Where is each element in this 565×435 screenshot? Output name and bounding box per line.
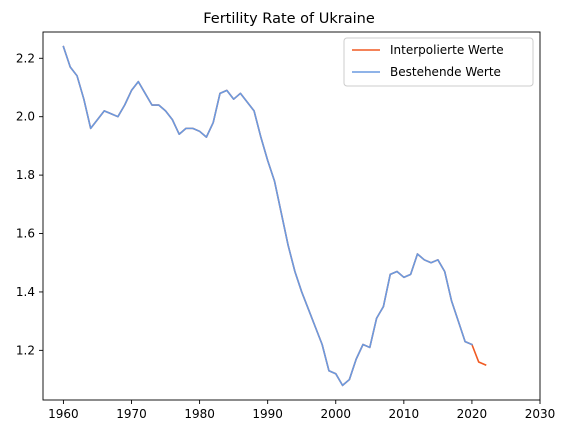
series-line-1 xyxy=(62,45,473,387)
axes: 1960 1970 1980 1990 2000 2010 2020 2030 1.2 1.4 1.… xyxy=(16,31,556,421)
y-tick-label-2: 1.6 xyxy=(16,227,35,241)
x-tick-label-0: 1960 xyxy=(48,407,79,421)
y-tick-label-4: 2.0 xyxy=(16,110,35,124)
x-tick-label-5: 2010 xyxy=(389,407,420,421)
legend: Interpolierte Werte Bestehende Werte xyxy=(343,37,534,87)
axes-frame xyxy=(42,31,541,401)
y-tick-label-5: 2.2 xyxy=(16,51,35,65)
legend-label-0: Interpolierte Werte xyxy=(390,43,504,57)
y-tick-label-3: 1.8 xyxy=(16,168,35,182)
chart-title: Fertility Rate of Ukraine xyxy=(203,11,375,27)
x-tick-label-2: 1980 xyxy=(184,407,215,421)
legend-box xyxy=(343,37,534,87)
x-tick-label-6: 2020 xyxy=(457,407,488,421)
legend-label-1: Bestehende Werte xyxy=(390,65,501,79)
plot-area xyxy=(62,45,487,387)
y-tick-label-1: 1.4 xyxy=(16,285,35,299)
x-tick-label-7: 2030 xyxy=(525,407,556,421)
y-tick-label-0: 1.2 xyxy=(16,343,35,357)
x-tick-label-4: 2000 xyxy=(320,407,351,421)
x-tick-label-1: 1970 xyxy=(116,407,147,421)
x-tick-label-3: 1990 xyxy=(252,407,283,421)
